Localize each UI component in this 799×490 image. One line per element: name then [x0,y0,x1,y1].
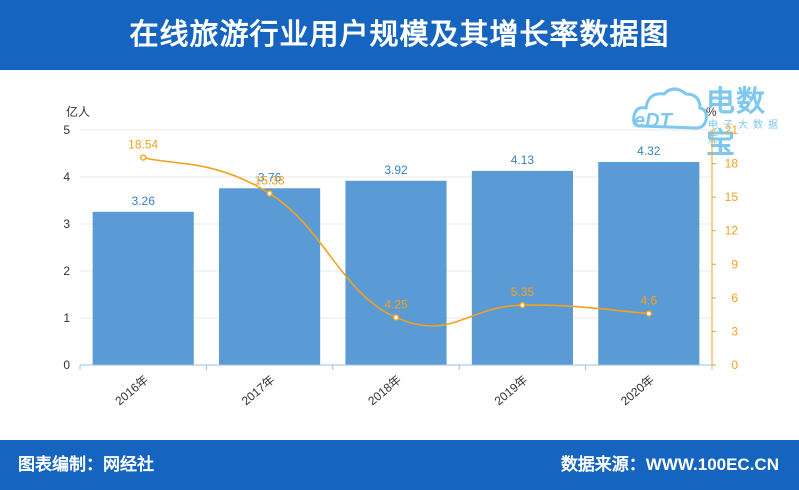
bar-data-label: 3.76 [258,170,282,184]
line-data-label: 4.6 [640,294,657,308]
x-tick-label: 2017年 [239,373,278,409]
x-axis-ticks: 2016年 2017年 2018年 2019年 2020年 [79,365,713,409]
bar-data-label: 4.32 [637,144,661,158]
line-point [519,301,526,309]
chart-area: 3.26 3.76 3.92 4.13 4.32 18.54 15.33 4.25 5.35 4… [63,104,738,409]
line-point [392,314,400,321]
bar [92,211,194,365]
y2-tick-label: 12 [725,224,739,238]
line-data-labels: 18.54 15.33 4.25 5.35 4.6 [128,138,657,312]
y2-tick-label: 18 [725,157,739,171]
y2-tick-label: 9 [731,257,738,271]
y-tick-label: 5 [63,123,70,137]
logo-title: 电数宝 [706,86,767,160]
y2-axis-ticks: 0 3 6 9 12 15 18 21 [712,123,738,372]
y-tick-label: 2 [63,264,70,278]
logo-mark: eDT [634,110,672,132]
x-tick-label: 2020年 [618,373,657,409]
y-tick-label: 3 [63,217,70,231]
y-tick-label: 4 [63,170,70,184]
bar-data-label: 4.13 [511,153,535,167]
y2-tick-label: 15 [725,190,739,204]
bar [219,188,321,365]
line-data-label: 15.33 [255,173,285,187]
x-tick-label: 2018年 [365,373,404,409]
x-tick-label: 2019年 [492,373,531,409]
y-axis-ticks: 0 1 2 3 4 5 [63,123,70,372]
logo: eDT 电数宝 电子大数据库 [630,76,790,160]
y-axis-label: 亿人 [66,104,90,119]
footer-bar: 图表编制：网经社 数据来源：WWW.100EC.CN [0,440,799,490]
x-tick-label: 2016年 [112,373,151,409]
chart-title: 在线旅游行业用户规模及其增长率数据图 [129,19,670,51]
logo-subtitle: 电子大数据库 [708,120,783,146]
bar [471,170,573,365]
cloud-logo-icon [632,87,708,130]
bar-data-labels: 3.26 3.76 3.92 4.13 4.32 [132,144,661,208]
bar [345,180,447,365]
y2-axis-label: % [706,105,717,119]
y-tick-label: 0 [63,358,70,372]
line-data-label: 18.54 [128,138,158,152]
line-point [266,190,273,197]
y2-tick-label: 21 [725,123,739,137]
bar [598,161,700,365]
line-points [139,154,652,321]
bar-series [92,161,700,365]
y-tick-label: 1 [63,311,70,325]
header-bar: 在线旅游行业用户规模及其增长率数据图 [0,0,799,70]
line-point [645,310,652,317]
footer-credit: 图表编制：网经社 [18,455,154,474]
bar-data-label: 3.92 [384,163,408,177]
line-data-label: 5.35 [511,285,535,299]
bar-data-label: 3.26 [132,194,156,208]
line-point [139,154,147,161]
y2-tick-label: 6 [731,291,738,305]
footer-source: 数据来源：WWW.100EC.CN [560,455,779,474]
y2-tick-label: 0 [731,358,738,372]
y2-tick-label: 3 [731,324,738,338]
line-data-label: 4.25 [384,297,408,311]
